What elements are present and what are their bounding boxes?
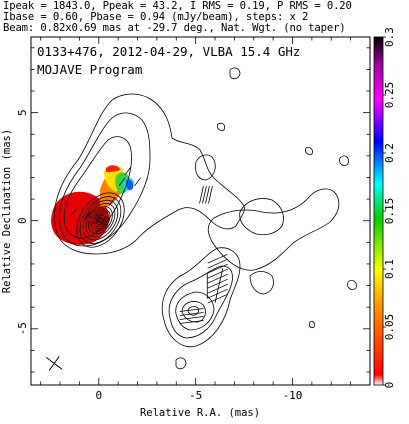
core-contour-7 (94, 213, 107, 227)
evpa-tick-core-5 (134, 177, 141, 187)
evpa-tick-south (207, 258, 228, 269)
evpa-tick-north (205, 186, 210, 204)
contour-outer-core (54, 93, 245, 255)
x-tick-label-0: 0 (95, 389, 102, 402)
evpa-tick-core-1 (70, 207, 77, 217)
colorbar-tick-label-5: 0.25 (383, 82, 396, 109)
evpa-tick-cross (179, 312, 204, 316)
evpa-tick-south (207, 283, 228, 294)
contour-south-2 (168, 265, 233, 339)
evpa-tick-north (199, 186, 204, 204)
y-tick-labels: -5 0 5 (16, 109, 29, 335)
evpa-tick-core-4 (124, 166, 132, 176)
header-line-1: Ipeak = 1843.0, Ppeak = 43.2, I RMS = 0.… (3, 0, 352, 12)
contour-2 (59, 112, 151, 247)
evpa-tick-south (207, 263, 228, 274)
evpa-tick-core-2 (109, 197, 116, 206)
colorbar (373, 36, 384, 386)
colorbar-tick-label-6: 0.3 (383, 27, 396, 47)
pol-patch-red-upper (106, 165, 120, 172)
panel-subtitle: MOJAVE Program (37, 62, 142, 77)
beam-cross-b (48, 356, 60, 371)
core-contour-5 (90, 208, 111, 232)
evpa-vectors (70, 166, 228, 324)
core-contour-6 (92, 211, 109, 230)
y-tick-label-1: 0 (16, 217, 29, 224)
core-contour-3 (85, 203, 116, 238)
y-axis-ticks (31, 47, 370, 373)
beam-marker (45, 356, 63, 371)
colorbar-ticks (383, 36, 386, 386)
evpa-tick-vert-2 (214, 268, 224, 303)
contour-south-outer (161, 247, 241, 348)
pol-patch-blue (126, 179, 134, 191)
header-line-2: Ibase = 0.60, Pbase = 0.94 (mJy/beam), s… (3, 11, 309, 23)
y-tick-label-0: -5 (16, 322, 29, 335)
evpa-tick-south (207, 268, 228, 279)
x-axis-label: Relative R.A. (mas) (140, 407, 260, 419)
colorbar-tick-label-0: 0 (383, 382, 396, 389)
evpa-tick-north (202, 186, 207, 204)
contour-island-7 (347, 280, 357, 290)
evpa-tick-cross (179, 308, 204, 312)
core-contours (76, 192, 125, 248)
x-tick-label-2: -10 (283, 389, 303, 402)
evpa-tick-north (208, 186, 213, 204)
core-contour-4 (88, 206, 113, 235)
panel-title: 0133+476, 2012-04-29, VLBA 15.4 GHz (37, 44, 300, 59)
contour-island-3 (339, 155, 349, 166)
evpa-tick-cross (179, 320, 204, 324)
contour-east-lobe (249, 271, 274, 295)
core-contour-0 (76, 192, 125, 248)
x-tick-labels: 0 -5 -10 (95, 389, 302, 402)
evpa-tick-south (207, 278, 228, 289)
contour-lobe-upper (195, 154, 216, 181)
colorbar-tick-label-4: 0.2 (383, 143, 396, 163)
contour-island-2 (217, 122, 225, 131)
core-contour-10 (98, 218, 103, 223)
evpa-tick-cross (179, 316, 204, 320)
y-tick-label-2: 5 (16, 109, 29, 116)
x-axis-ticks (40, 37, 371, 385)
contour-3 (63, 136, 132, 239)
evpa-tick-core-3 (118, 177, 126, 187)
contour-island-6 (175, 357, 187, 370)
core-contour-8 (96, 215, 105, 226)
outer-contours (54, 67, 357, 370)
colorbar-tick-label-3: 0.15 (383, 198, 396, 225)
evpa-tick-south (207, 288, 228, 299)
evpa-tick-south (207, 273, 228, 284)
plot-frame (30, 36, 371, 386)
core-contour-2 (82, 199, 119, 241)
header-line-3: Beam: 0.82x0.69 mas at -29.7 deg., Nat. … (3, 22, 346, 34)
y-axis-label: Relative Declination (mas) (1, 129, 13, 293)
plot-area (45, 67, 357, 371)
colorbar-tick-label-2: 0.1 (383, 259, 396, 279)
evpa-tick-core-0 (83, 212, 91, 221)
contour-lobe-mid (239, 198, 284, 236)
core-contour-1 (79, 196, 122, 244)
core-contour-9 (97, 216, 104, 224)
evpa-tick-south (207, 253, 228, 264)
contour-island-5 (308, 320, 316, 329)
colorbar-tick-label-1: 0.05 (383, 314, 396, 341)
x-tick-label-1: -5 (189, 389, 202, 402)
jet-component-contours (161, 247, 274, 348)
contour-south-4 (181, 301, 206, 323)
contour-island-4 (305, 147, 313, 155)
evpa-tick-south (207, 293, 228, 304)
colorbar-tick-labels: 0 0.05 0.1 0.15 0.2 0.25 0.3 (383, 27, 396, 388)
contour-south-3 (175, 291, 215, 331)
contour-island-1 (229, 67, 241, 80)
